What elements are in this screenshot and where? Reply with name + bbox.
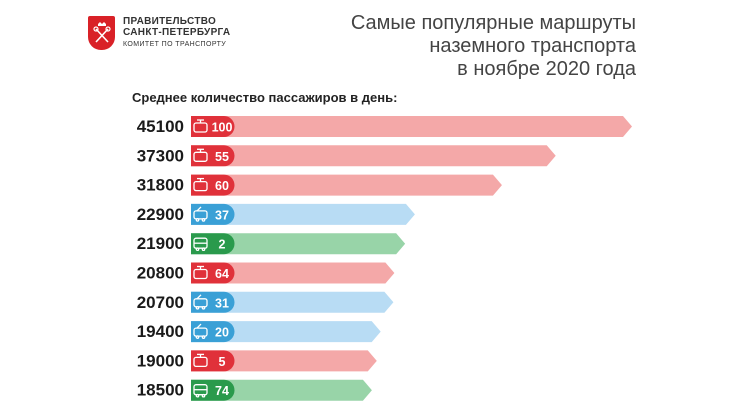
bus-wheel <box>195 393 200 398</box>
bar <box>191 203 415 225</box>
value-label: 20700 <box>137 293 184 312</box>
tram-icon <box>193 265 208 280</box>
trolleybus-icon <box>193 206 208 222</box>
route-number: 64 <box>215 267 229 281</box>
route-number: 31 <box>215 296 229 310</box>
value-label: 31800 <box>137 176 184 195</box>
org-name: ПРАВИТЕЛЬСТВО САНКТ-ПЕТЕРБУРГА КОМИТЕТ П… <box>123 16 230 50</box>
trolleybus-wheel <box>201 335 206 339</box>
route-number: 100 <box>212 121 233 135</box>
keys-crown-emblem-icon <box>88 16 115 50</box>
logo: ПРАВИТЕЛЬСТВО САНКТ-ПЕТЕРБУРГА КОМИТЕТ П… <box>88 16 230 50</box>
trolleybus-pole <box>196 206 202 212</box>
route-number: 60 <box>215 179 229 193</box>
trolleybus-pole <box>196 294 202 300</box>
tram-icon <box>193 353 208 368</box>
bar <box>191 116 632 137</box>
value-label: 19400 <box>137 322 184 341</box>
route-number: 2 <box>219 238 226 252</box>
bar <box>191 350 377 372</box>
trolleybus-wheel <box>201 218 206 222</box>
value-label: 18500 <box>137 381 184 400</box>
route-number: 5 <box>219 355 226 369</box>
chart-title: Самые популярные маршруты наземного тран… <box>316 12 636 81</box>
route-number: 74 <box>215 384 229 398</box>
trolleybus-icon <box>193 294 208 310</box>
chart-title-line-2: наземного транспорта <box>429 35 636 57</box>
bar <box>191 174 502 196</box>
tram-icon <box>193 148 208 162</box>
bar <box>191 145 556 167</box>
bus-icon <box>193 384 208 398</box>
org-line-1: ПРАВИТЕЛЬСТВО <box>123 16 217 27</box>
trolleybus-body <box>193 298 208 308</box>
route-number: 55 <box>215 150 229 164</box>
trolleybus-body <box>193 210 208 220</box>
bar <box>191 321 381 343</box>
bus-wheel <box>201 393 206 398</box>
trolleybus-wheel <box>195 305 200 310</box>
trolleybus-wheel <box>195 218 200 222</box>
value-label: 20800 <box>137 264 184 283</box>
org-line-3: КОМИТЕТ ПО ТРАНСПОРТУ <box>123 41 227 48</box>
value-label: 22900 <box>137 205 184 224</box>
tram-icon <box>193 177 208 192</box>
value-label: 21900 <box>137 234 184 253</box>
chart-title-line-1: Самые популярные маршруты <box>350 12 636 34</box>
route-badge <box>191 350 235 372</box>
tram-icon <box>193 119 208 133</box>
bar <box>191 233 406 255</box>
bar <box>191 262 395 284</box>
chart-subtitle: Среднее количество пассажиров в день: <box>132 90 398 105</box>
bar <box>191 291 394 313</box>
org-line-2: САНКТ-ПЕТЕРБУРГА <box>123 27 231 38</box>
route-number: 20 <box>215 326 229 340</box>
trolleybus-wheel <box>195 335 200 339</box>
trolleybus-wheel <box>201 305 206 310</box>
bus-wheel <box>195 247 200 252</box>
route-number: 37 <box>215 208 229 222</box>
bar <box>191 379 372 401</box>
trolleybus-pole <box>196 323 202 329</box>
value-label: 37300 <box>137 146 184 165</box>
value-label: 19000 <box>137 351 184 370</box>
trolleybus-body <box>193 327 208 337</box>
bus-icon <box>193 237 208 252</box>
value-label: 45100 <box>137 117 184 136</box>
trolleybus-icon <box>193 323 208 339</box>
chart-title-line-3: в ноябре 2020 года <box>457 58 636 80</box>
bus-wheel <box>201 247 206 252</box>
